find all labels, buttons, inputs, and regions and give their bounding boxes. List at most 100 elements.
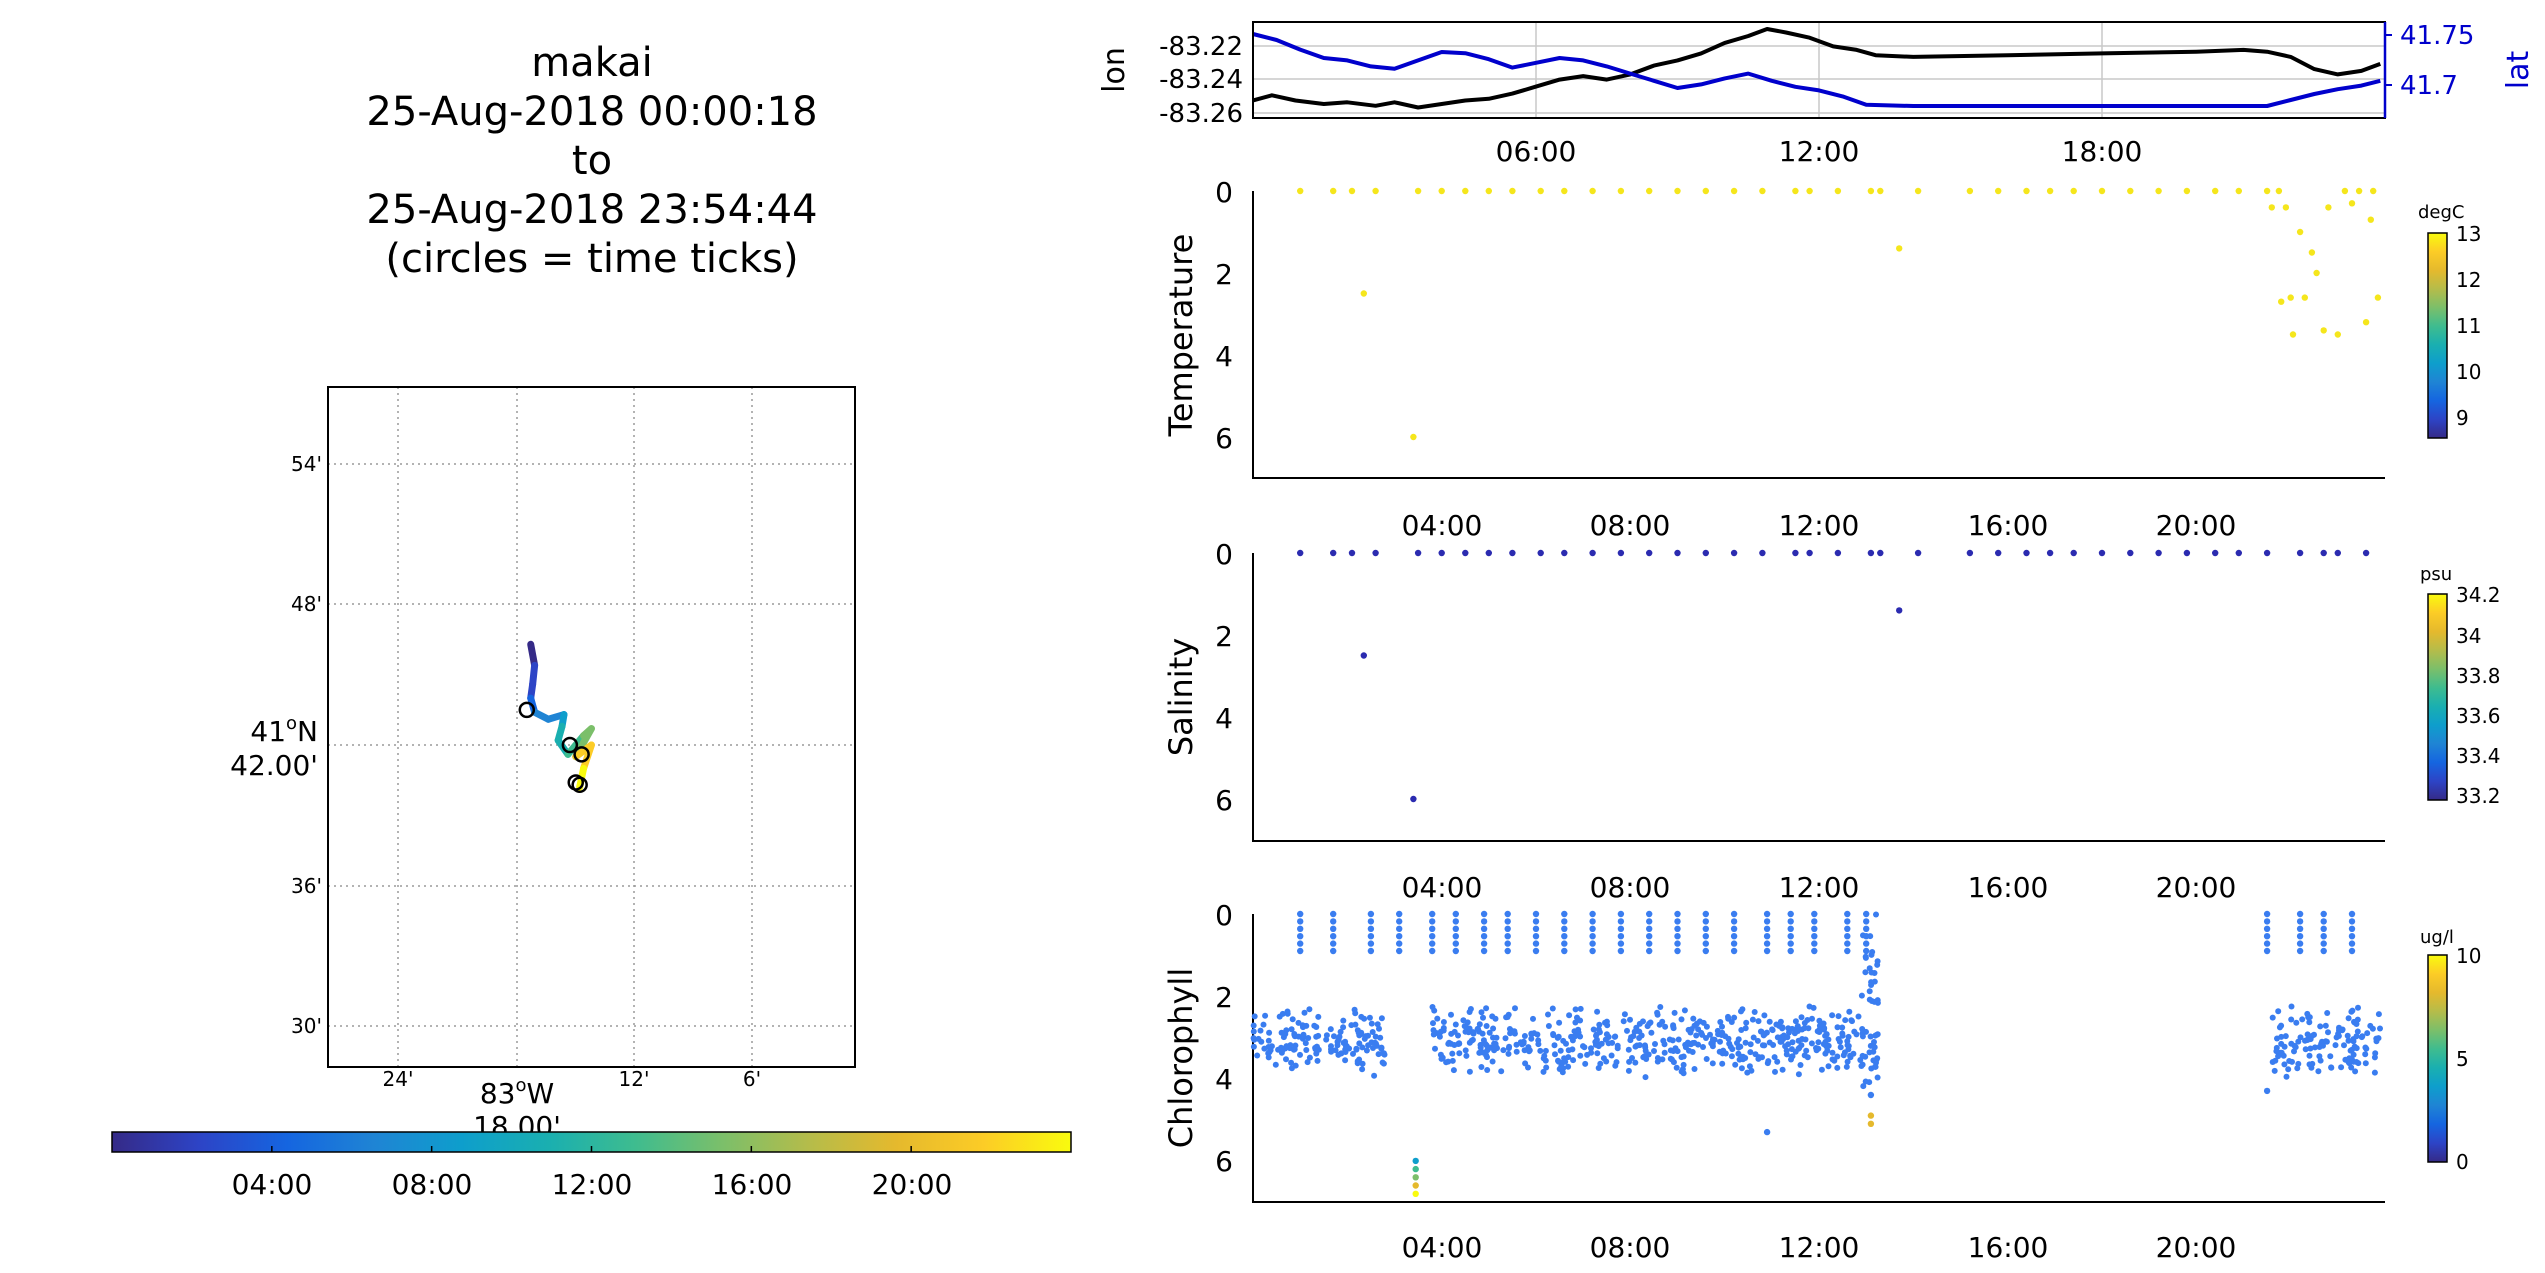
- chlorophyll-point: [1561, 940, 1568, 947]
- chlorophyll-point: [1504, 918, 1511, 925]
- chlorophyll-point: [1874, 1074, 1881, 1081]
- chlorophyll-point: [1545, 1011, 1551, 1018]
- chlorophyll-point: [2338, 1064, 2345, 1071]
- chlorophyll-point: [1429, 940, 1436, 947]
- chlorophyll-point: [1867, 1120, 1875, 1128]
- chlorophyll-point: [1643, 1056, 1650, 1062]
- chlorophyll-point: [1617, 925, 1625, 932]
- chlorophyll-point: [1439, 1054, 1446, 1061]
- chlorophyll-point: [1362, 1033, 1369, 1040]
- chlorophyll-point: [1412, 1174, 1419, 1181]
- chlorophyll-point: [1825, 1063, 1832, 1070]
- chlorophyll-point: [1604, 1022, 1611, 1029]
- chlorophyll-point: [1674, 925, 1681, 932]
- chlorophyll-point: [1593, 1032, 1599, 1039]
- chlorophyll-point: [1489, 1058, 1496, 1065]
- chlorophyll-point: [1278, 1044, 1285, 1051]
- chlorophyll-x-tick-label: 08:00: [1590, 1231, 1671, 1264]
- chlorophyll-point: [1314, 1057, 1321, 1064]
- salinity-y-tick-label: 2: [1215, 620, 1233, 653]
- chlorophyll-point: [2263, 933, 2271, 940]
- chlorophyll-point: [1863, 918, 1870, 925]
- temperature-y-ticks: 0 2 4 6: [1215, 176, 1233, 455]
- salinity-point: [1414, 549, 1422, 557]
- chlorophyll-point: [1491, 1047, 1498, 1054]
- chlorophyll-point: [1528, 1030, 1535, 1037]
- chlorophyll-point: [1452, 925, 1460, 932]
- salinity-axis-label: Salinity: [1162, 638, 1200, 756]
- chlorophyll-point: [1719, 1060, 1726, 1067]
- chlorophyll-point: [1559, 1069, 1566, 1076]
- chlorophyll-point: [1787, 940, 1794, 947]
- chlorophyll-point: [2345, 1037, 2352, 1044]
- chlorophyll-point: [1532, 918, 1540, 925]
- chlorophyll-point: [1250, 1043, 1257, 1050]
- temperature-point: [1372, 187, 1379, 195]
- chlorophyll-point: [1871, 1039, 1877, 1045]
- lonlat-grid: [1253, 22, 2385, 118]
- chlorophyll-point: [1330, 918, 1337, 925]
- time-colorbar-tick-label: 08:00: [392, 1168, 473, 1201]
- map-x-tick-label: 6': [743, 1067, 761, 1091]
- chlorophyll-point: [2358, 1034, 2365, 1041]
- temperature-point: [2212, 187, 2219, 195]
- chlorophyll-point: [1646, 947, 1653, 955]
- chlorophyll-point: [1702, 925, 1710, 932]
- temperature-point: [2268, 204, 2275, 211]
- chlorophyll-point: [1844, 933, 1851, 940]
- chlorophyll-point: [2292, 1044, 2299, 1051]
- chlorophyll-point: [2367, 1022, 2374, 1029]
- chlorophyll-point: [1534, 1031, 1541, 1038]
- chlorophyll-point: [1337, 1028, 1344, 1035]
- chlorophyll-point: [1556, 1019, 1563, 1026]
- chlorophyll-point: [1702, 947, 1710, 955]
- chlorophyll-point: [2286, 1058, 2293, 1064]
- time-colorbar-tick-label: 20:00: [872, 1168, 953, 1201]
- chlorophyll-point: [1763, 940, 1771, 947]
- chlorophyll-point: [1725, 1013, 1731, 1020]
- lat-axis-label: lat: [2501, 51, 2536, 90]
- chlorophyll-point: [1684, 1039, 1691, 1046]
- chlorophyll-point: [1561, 925, 1568, 932]
- chlorophyll-point: [1451, 1028, 1458, 1035]
- salinity-point: [1877, 549, 1884, 557]
- chlorophyll-point: [1262, 1012, 1269, 1019]
- chlorophyll-point: [1452, 910, 1460, 918]
- chlorophyll-point: [1801, 1052, 1808, 1059]
- chlorophyll-point: [1855, 1013, 1862, 1020]
- chlorophyll-point: [1340, 1017, 1347, 1024]
- chlorophyll-point: [1254, 1052, 1261, 1059]
- salinity-x-tick-label: 04:00: [1402, 871, 1483, 904]
- chlorophyll-point: [1356, 1040, 1363, 1047]
- chlorophyll-point: [1352, 1010, 1359, 1017]
- chlorophyll-point: [2325, 1029, 2331, 1036]
- chlorophyll-point: [1811, 933, 1818, 940]
- chlorophyll-point: [2332, 1042, 2339, 1049]
- temperature-colorbar-tick: 11: [2456, 314, 2481, 338]
- chlorophyll-point: [1844, 1058, 1851, 1065]
- chlorophyll-point: [1265, 1037, 1272, 1044]
- chlorophyll-point: [1359, 1066, 1366, 1073]
- chlorophyll-point: [1278, 1049, 1285, 1056]
- chlorophyll-point: [1702, 918, 1710, 925]
- salinity-x-tick-label: 12:00: [1779, 871, 1860, 904]
- salinity-point: [1372, 549, 1379, 557]
- chlorophyll-point: [1367, 947, 1375, 955]
- chlorophyll-point: [1750, 1034, 1757, 1041]
- chlorophyll-point: [1646, 910, 1653, 918]
- temperature-axes: [1252, 191, 2385, 479]
- chlorophyll-panel: 0 2 4 6 Chlorophyll 04:00 08:00 12:00 16…: [1162, 899, 2481, 1264]
- salinity-point: [2155, 549, 2162, 557]
- chlorophyll-point: [1434, 1015, 1441, 1022]
- chlorophyll-point: [1776, 1022, 1783, 1029]
- salinity-point: [1330, 549, 1337, 557]
- chlorophyll-point: [1801, 1025, 1808, 1032]
- chlorophyll-point: [1873, 1031, 1880, 1038]
- chlorophyll-point: [1561, 910, 1568, 918]
- chlorophyll-point: [1504, 1014, 1511, 1020]
- chlorophyll-point: [1727, 1043, 1734, 1050]
- chlorophyll-point: [2296, 947, 2304, 955]
- title-line-1: makai: [531, 40, 653, 86]
- salinity-colorbar-tick: 33.6: [2456, 704, 2501, 728]
- chlorophyll-point: [1674, 933, 1681, 940]
